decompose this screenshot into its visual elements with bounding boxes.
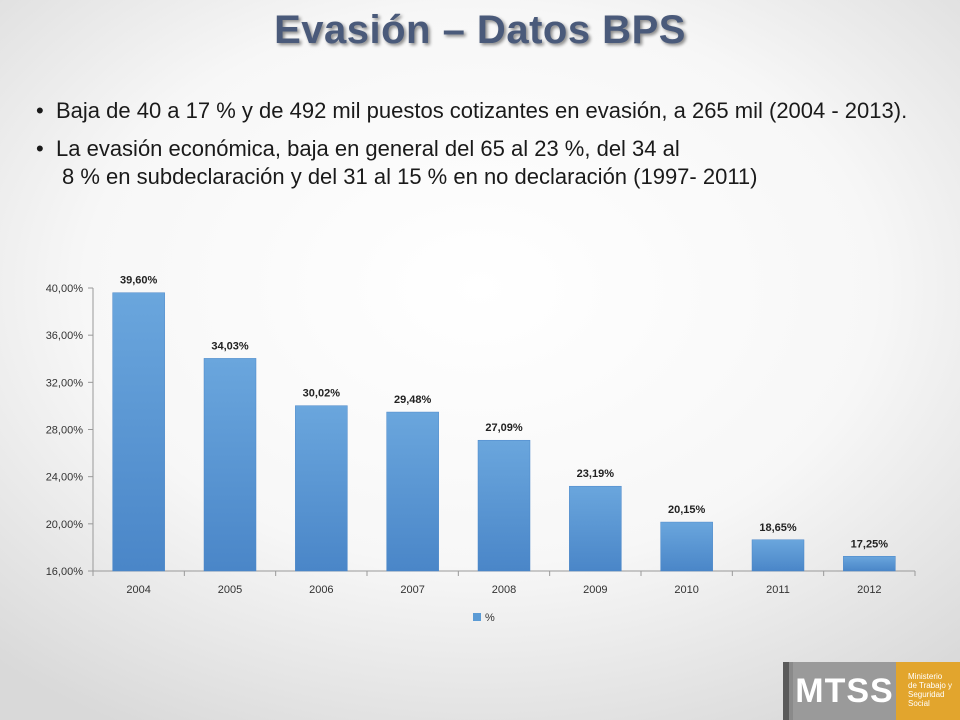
bar-value-label: 34,03% [211, 340, 249, 352]
slide-title: Evasión – Datos BPS [274, 8, 686, 52]
x-tick-label: 2007 [400, 584, 424, 596]
y-tick-label: 28,00% [46, 425, 84, 437]
x-tick-label: 2012 [857, 584, 881, 596]
legend-label: % [485, 612, 495, 624]
bar-value-label: 30,02% [303, 388, 341, 400]
bar-value-label: 20,15% [668, 504, 706, 516]
bar-value-label: 23,19% [577, 468, 615, 480]
logo-ministry-line: de Trabajo y [908, 681, 953, 690]
x-tick-label: 2011 [766, 584, 790, 596]
x-tick-label: 2008 [492, 584, 516, 596]
bullet-list: Baja de 40 a 17 % y de 492 mil puestos c… [36, 97, 936, 195]
logo-stripe [789, 662, 793, 720]
x-tick-label: 2005 [218, 584, 242, 596]
logo-ministry-line: Ministerio [908, 672, 943, 681]
x-tick-label: 2004 [126, 584, 150, 596]
bullet-item: La evasión económica, baja en general de… [36, 135, 936, 191]
logo-ministry-text: Ministerio de Trabajo y Seguridad Social [896, 662, 960, 720]
bullet-item: Baja de 40 a 17 % y de 492 mil puestos c… [36, 97, 936, 125]
y-tick-label: 16,00% [46, 566, 84, 578]
bullet-text: Baja de 40 a 17 % y de 492 mil puestos c… [56, 98, 908, 123]
bar [751, 539, 805, 572]
logo-acronym: MTSS [793, 662, 896, 720]
bar [477, 439, 531, 572]
logo-ministry-line: Seguridad [908, 690, 945, 699]
y-tick-label: 24,00% [46, 472, 84, 484]
y-tick-label: 32,00% [46, 377, 84, 389]
bar-value-label: 27,09% [485, 422, 523, 434]
bar-value-label: 17,25% [851, 538, 889, 550]
bar [843, 556, 896, 572]
x-tick-label: 2009 [583, 584, 607, 596]
bar [660, 521, 713, 572]
bar [386, 411, 439, 572]
logo-ministry-line: Social [908, 699, 930, 708]
legend-swatch [473, 613, 481, 621]
bar-value-label: 39,60% [120, 275, 158, 287]
bar-value-label: 29,48% [394, 394, 432, 406]
y-tick-label: 20,00% [46, 519, 84, 531]
bar [203, 358, 257, 572]
x-tick-label: 2006 [309, 584, 333, 596]
bar-value-label: 18,65% [759, 522, 797, 534]
bar [112, 292, 165, 572]
bar [295, 405, 348, 572]
logo-stripe [783, 662, 789, 720]
mtss-logo: MTSS Ministerio de Trabajo y Seguridad S… [783, 662, 960, 720]
bullet-text: La evasión económica, baja en general de… [56, 136, 680, 161]
bullet-text-continuation: 8 % en subdeclaración y del 31 al 15 % e… [62, 164, 758, 189]
y-tick-label: 36,00% [46, 330, 84, 342]
y-tick-label: 40,00% [46, 283, 84, 295]
x-tick-label: 2010 [674, 584, 698, 596]
bar [569, 485, 622, 572]
